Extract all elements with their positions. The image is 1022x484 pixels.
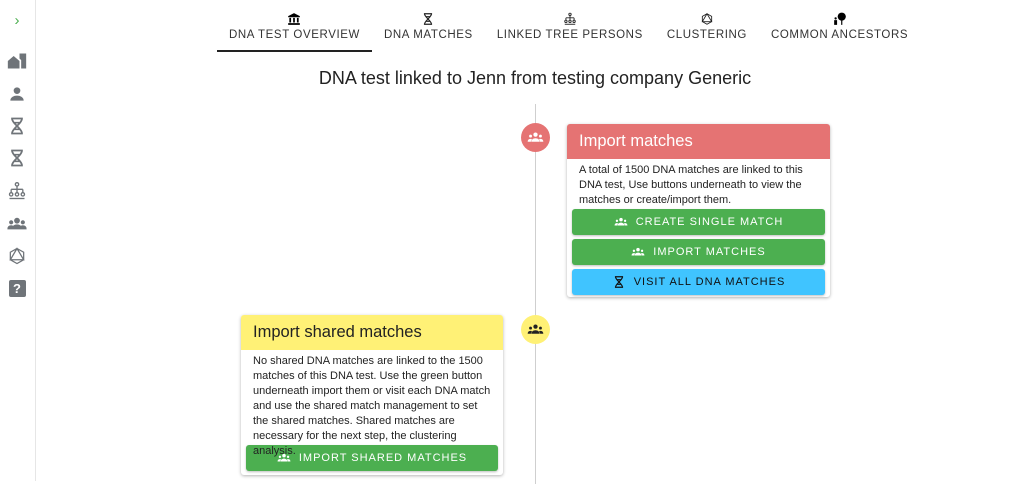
chevron-right-icon[interactable]: › (14, 11, 20, 29)
home-city-icon[interactable] (7, 51, 27, 71)
visit-all-dna-matches-button[interactable]: VISIT ALL DNA MATCHES (572, 269, 825, 295)
group-icon (277, 451, 291, 465)
help-icon[interactable]: ? (7, 278, 27, 298)
import-shared-matches-button[interactable]: IMPORT SHARED MATCHES (246, 445, 498, 471)
page-title: DNA test linked to Jenn from testing com… (318, 68, 752, 88)
card-text: No shared DNA matches are linked to the … (253, 355, 491, 457)
group-icon[interactable] (7, 214, 27, 234)
group-icon (527, 321, 544, 338)
card-text: A total of 1500 DNA matches are linked t… (579, 164, 803, 206)
group-icon (527, 129, 544, 146)
graphql-icon (700, 12, 714, 26)
create-single-match-button[interactable]: CREATE SINGLE MATCH (572, 209, 825, 235)
bank-icon (288, 13, 301, 25)
graphql-icon[interactable] (7, 246, 27, 266)
group-icon (614, 215, 628, 229)
family-tree-icon[interactable] (7, 181, 27, 201)
timeline-dot-import-matches (521, 123, 550, 152)
timeline-dot-import-shared (521, 315, 550, 344)
tab-linked-tree-persons[interactable]: LINKED TREE PERSONS (485, 8, 655, 52)
timeline-line (535, 104, 536, 484)
person-icon[interactable] (7, 84, 27, 104)
tree-person-icon (833, 12, 846, 25)
dna-icon[interactable] (7, 148, 27, 168)
tab-clustering[interactable]: CLUSTERING (655, 8, 759, 52)
import-matches-button[interactable]: IMPORT MATCHES (572, 239, 825, 265)
tab-dna-test-overview[interactable]: DNA TEST OVERVIEW (217, 8, 372, 52)
card-title: Import matches (567, 124, 830, 159)
tab-dna-matches[interactable]: DNA MATCHES (372, 8, 485, 52)
family-tree-icon (563, 12, 577, 26)
sidebar: › ? (0, 0, 36, 481)
dna-icon (421, 12, 435, 26)
import-shared-matches-card: Import shared matches No shared DNA matc… (241, 315, 503, 475)
tab-bar: DNA TEST OVERVIEW DNA MATCHES LINKED TRE… (217, 8, 920, 52)
dna-icon (612, 275, 626, 289)
import-matches-card: Import matches A total of 1500 DNA match… (567, 124, 830, 297)
dna-icon[interactable] (7, 116, 27, 136)
tab-common-ancestors[interactable]: COMMON ANCESTORS (759, 8, 920, 52)
group-icon (631, 245, 645, 259)
card-title: Import shared matches (241, 315, 503, 350)
